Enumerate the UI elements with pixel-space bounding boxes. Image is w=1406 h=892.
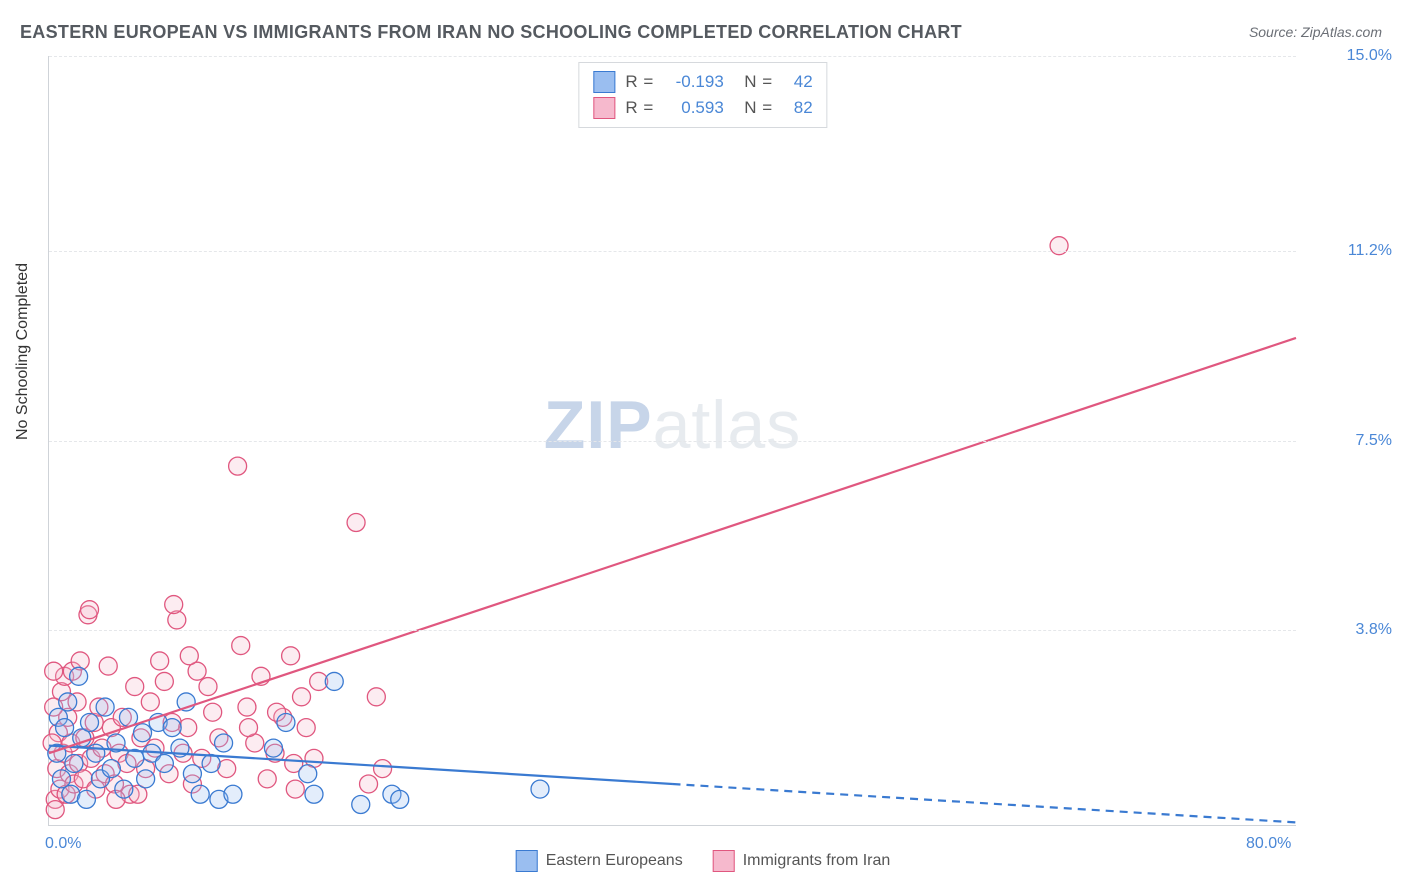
legend-label-2: Immigrants from Iran (743, 852, 891, 870)
data-point (282, 647, 300, 665)
data-point (199, 678, 217, 696)
y-tick-label: 15.0% (1304, 47, 1392, 65)
data-point (215, 734, 233, 752)
data-point (391, 790, 409, 808)
correlation-row-2: R = 0.593 N = 82 (593, 95, 812, 121)
data-point (81, 601, 99, 619)
data-point (96, 698, 114, 716)
data-point (102, 760, 120, 778)
correlation-row-1: R = -0.193 N = 42 (593, 69, 812, 95)
data-point (297, 719, 315, 737)
data-point (141, 693, 159, 711)
data-point (180, 647, 198, 665)
data-point (240, 719, 258, 737)
n-label-2: N = (734, 98, 773, 118)
data-point (325, 672, 343, 690)
data-point (59, 693, 77, 711)
data-point (374, 760, 392, 778)
trend-line-dashed (673, 784, 1297, 822)
data-point (77, 790, 95, 808)
data-point (65, 754, 83, 772)
n-label-1: N = (734, 72, 773, 92)
data-point (277, 713, 295, 731)
correlation-legend: R = -0.193 N = 42 R = 0.593 N = 82 (578, 62, 827, 128)
gridline (49, 441, 1296, 442)
swatch-series-2 (593, 97, 615, 119)
x-tick-label: 0.0% (45, 835, 81, 853)
n-value-1: 42 (783, 72, 813, 92)
y-tick-label: 7.5% (1304, 432, 1392, 450)
data-point (155, 672, 173, 690)
data-point (204, 703, 222, 721)
chart-container: EASTERN EUROPEAN VS IMMIGRANTS FROM IRAN… (0, 0, 1406, 892)
data-point (238, 698, 256, 716)
gridline (49, 56, 1296, 57)
data-point (46, 801, 64, 819)
data-point (70, 667, 88, 685)
legend-label-1: Eastern Europeans (546, 852, 683, 870)
data-point (81, 713, 99, 731)
r-label-2: R = (625, 98, 653, 118)
data-point (45, 662, 63, 680)
data-point (258, 770, 276, 788)
data-point (264, 739, 282, 757)
x-tick-label: 80.0% (1246, 835, 1291, 853)
data-point (347, 514, 365, 532)
chart-title: EASTERN EUROPEAN VS IMMIGRANTS FROM IRAN… (20, 22, 962, 43)
data-point (191, 785, 209, 803)
data-point (151, 652, 169, 670)
data-point (367, 688, 385, 706)
y-tick-label: 11.2% (1304, 242, 1392, 260)
y-axis-title: No Schooling Completed (14, 263, 32, 440)
swatch-series-1 (593, 71, 615, 93)
data-point (165, 596, 183, 614)
data-point (531, 780, 549, 798)
data-point (360, 775, 378, 793)
legend-item-1: Eastern Europeans (516, 850, 683, 872)
data-point (87, 744, 105, 762)
data-point (1050, 237, 1068, 255)
n-value-2: 82 (783, 98, 813, 118)
data-point (286, 780, 304, 798)
r-label-1: R = (625, 72, 653, 92)
data-point (299, 765, 317, 783)
data-point (126, 678, 144, 696)
data-point (99, 657, 117, 675)
r-value-2: 0.593 (664, 98, 724, 118)
source-label: Source: ZipAtlas.com (1249, 24, 1382, 40)
data-point (137, 770, 155, 788)
series-legend: Eastern Europeans Immigrants from Iran (516, 850, 891, 872)
data-point (183, 765, 201, 783)
legend-swatch-2 (713, 850, 735, 872)
legend-swatch-1 (516, 850, 538, 872)
data-point (163, 719, 181, 737)
gridline (49, 251, 1296, 252)
trend-line (49, 338, 1296, 753)
data-point (202, 754, 220, 772)
gridline (49, 630, 1296, 631)
data-point (229, 457, 247, 475)
data-point (293, 688, 311, 706)
data-point (305, 785, 323, 803)
data-point (134, 724, 152, 742)
legend-item-2: Immigrants from Iran (713, 850, 891, 872)
plot-area: ZIPatlas 3.8%7.5%11.2%15.0%0.0%80.0% (48, 56, 1296, 826)
r-value-1: -0.193 (664, 72, 724, 92)
data-point (352, 795, 370, 813)
y-tick-label: 3.8% (1304, 621, 1392, 639)
data-point (155, 754, 173, 772)
data-point (224, 785, 242, 803)
data-point (232, 637, 250, 655)
data-point (115, 780, 133, 798)
data-point (56, 719, 74, 737)
